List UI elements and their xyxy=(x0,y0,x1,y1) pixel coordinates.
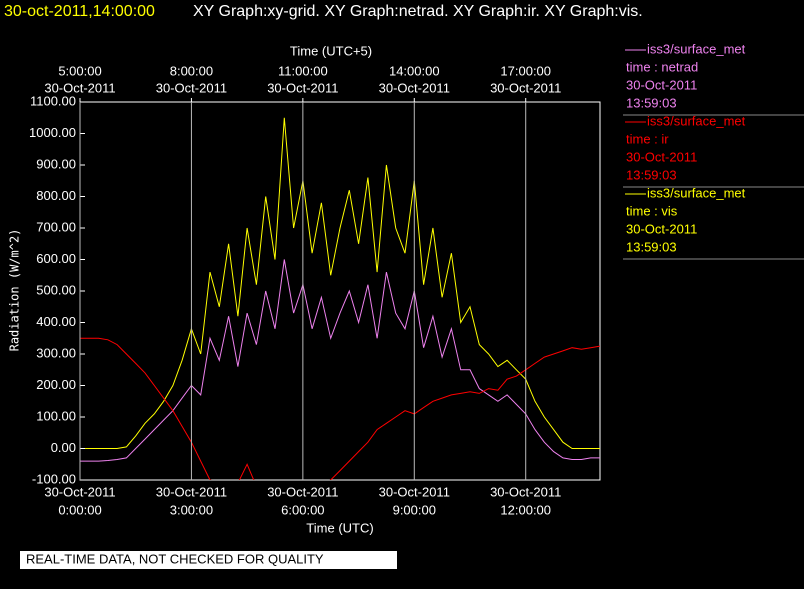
y-tick-label: 400.00 xyxy=(36,314,76,329)
x2-tick-date: 30-Oct-2011 xyxy=(490,80,561,95)
series-line xyxy=(80,259,600,462)
x2-tick-date: 30-Oct-2011 xyxy=(44,80,115,95)
series-line xyxy=(80,337,600,480)
y-tick-label: 1100.00 xyxy=(30,93,76,108)
legend-label: time : vis xyxy=(626,203,678,218)
legend-name: iss3/surface_met xyxy=(647,185,746,200)
legend-date: 30-Oct-2011 xyxy=(626,77,697,92)
plot-area xyxy=(80,117,600,480)
legend-time: 13:59:03 xyxy=(626,95,677,110)
note-box xyxy=(20,551,397,569)
y-tick-label: 700.00 xyxy=(36,219,76,234)
y-tick-label: 100.00 xyxy=(36,408,76,423)
x-tick-label: 0:00:00 xyxy=(58,502,101,517)
plot-frame xyxy=(79,101,601,481)
y-tick-label: 800.00 xyxy=(36,188,76,203)
y-tick-label: 1000.00 xyxy=(29,125,76,140)
x-axis-title: Time (UTC) xyxy=(306,520,373,535)
x2-tick-label: 14:00:00 xyxy=(389,63,440,78)
y-axis-title: Radiation (W/m^2) xyxy=(8,229,22,352)
series-line xyxy=(80,117,600,449)
y-tick-label: 500.00 xyxy=(36,282,76,297)
legend-label: time : ir xyxy=(626,131,669,146)
x-tick-label: 6:00:00 xyxy=(281,502,324,517)
y-tick-label: 200.00 xyxy=(36,377,76,392)
x2-tick-date: 30-Oct-2011 xyxy=(379,80,450,95)
x-tick-date: 30-Oct-2011 xyxy=(490,484,561,499)
y-tick-label: 900.00 xyxy=(36,156,76,171)
x-tick-label: 9:00:00 xyxy=(393,502,436,517)
x-tick-date: 30-Oct-2011 xyxy=(156,484,227,499)
x2-axis-title: Time (UTC+5) xyxy=(290,43,372,58)
y-tick-label: 0.00 xyxy=(51,440,76,455)
note: REAL-TIME DATA, NOT CHECKED FOR QUALITY xyxy=(26,551,324,566)
y-tick-label: 600.00 xyxy=(36,251,76,266)
x2-tick-date: 30-Oct-2011 xyxy=(156,80,227,95)
legend-time: 13:59:03 xyxy=(626,167,677,182)
x2-tick-label: 5:00:00 xyxy=(58,63,101,78)
x-tick-label: 12:00:00 xyxy=(500,502,551,517)
legend-date: 30-Oct-2011 xyxy=(626,149,697,164)
y-tick-label: -100.00 xyxy=(32,471,76,486)
legend-time: 13:59:03 xyxy=(626,239,677,254)
legend-label: time : netrad xyxy=(626,59,698,74)
x2-tick-label: 11:00:00 xyxy=(278,63,328,78)
legend-date: 30-Oct-2011 xyxy=(626,221,697,236)
y-tick-label: 300.00 xyxy=(36,345,76,360)
x2-tick-date: 30-Oct-2011 xyxy=(267,80,338,95)
legend-name: iss3/surface_met xyxy=(647,41,746,56)
x2-tick-label: 8:00:00 xyxy=(170,63,213,78)
timestamp: 30-oct-2011,14:00:00 xyxy=(4,3,155,20)
x2-tick-label: 17:00:00 xyxy=(500,63,551,78)
x-tick-date: 30-Oct-2011 xyxy=(267,484,338,499)
x-tick-label: 3:00:00 xyxy=(170,502,213,517)
x-tick-date: 30-Oct-2011 xyxy=(44,484,115,499)
legend-name: iss3/surface_met xyxy=(647,113,746,128)
x-tick-date: 30-Oct-2011 xyxy=(379,484,450,499)
chart-title: XY Graph:xy-grid. XY Graph:netrad. XY Gr… xyxy=(193,3,643,20)
